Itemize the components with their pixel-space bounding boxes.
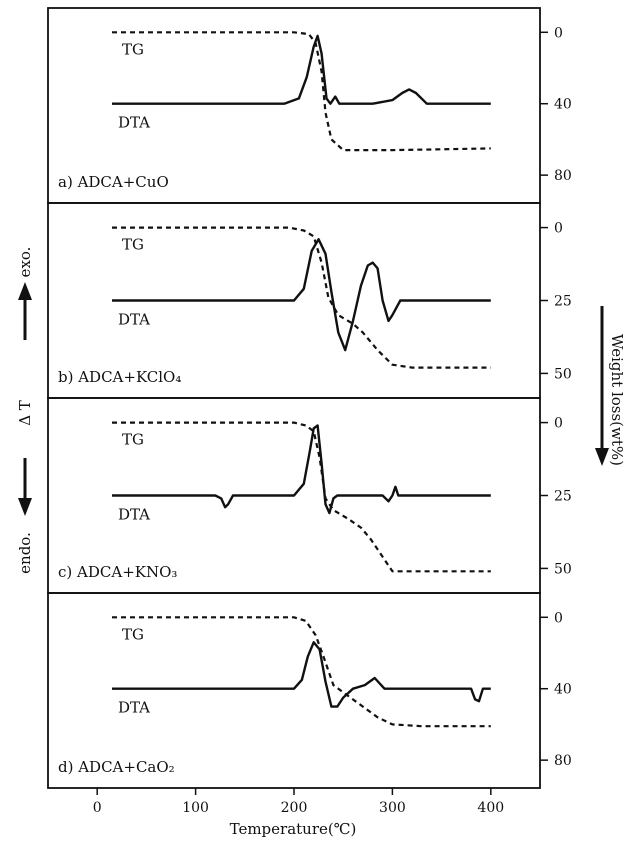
dta-curve [112, 424, 491, 515]
panel-title: a) ADCA+CuO [58, 173, 169, 191]
y-tick-label: 80 [554, 753, 572, 769]
panel-4: 0 40 80 TG DTA d) ADCA+CaO₂ [47, 592, 572, 789]
weight-loss-label: Weight loss(wt%) [608, 334, 626, 466]
tg-curve [112, 421, 491, 573]
y-tick-label: 50 [554, 561, 572, 577]
panel-title: b) ADCA+KClO₄ [58, 368, 181, 386]
endo-arrow-icon [18, 458, 32, 516]
exo-arrow-icon [18, 282, 32, 340]
dta-label: DTA [118, 699, 150, 717]
tg-curve [112, 31, 491, 152]
dta-curve [112, 641, 491, 708]
panels-group: 0 40 80 TG DTA a) ADCA+CuO 0 25 50 TG DTA b) ADCA+K… [47, 7, 572, 789]
tg-curve [112, 226, 491, 369]
x-axis: 0 100 200 300 400 [93, 788, 504, 816]
endo-label: endo. [16, 532, 34, 574]
panel-1: 0 40 80 TG DTA a) ADCA+CuO [47, 7, 572, 204]
tg-label: TG [122, 40, 144, 58]
x-tick-label: 100 [182, 800, 209, 816]
y-tick-label: 25 [554, 294, 572, 310]
panel-title: d) ADCA+CaO₂ [58, 758, 175, 776]
tg-label: TG [122, 625, 144, 643]
tg-label: TG [122, 431, 144, 449]
panel-3: 0 25 50 TG DTA c) ADCA+KNO₃ [47, 397, 572, 594]
tg-label: TG [122, 236, 144, 254]
delta-t-label: Δ T [16, 400, 34, 426]
tg-curve [112, 616, 491, 728]
y-tick-label: 0 [554, 416, 563, 432]
x-tick-label: 200 [281, 800, 308, 816]
y-tick-label: 40 [554, 97, 572, 113]
x-tick-label: 300 [379, 800, 406, 816]
dta-label: DTA [118, 506, 150, 524]
dta-label: DTA [118, 114, 150, 132]
y-tick-label: 0 [554, 221, 563, 237]
dta-label: DTA [118, 311, 150, 329]
x-tick-label: 400 [477, 800, 504, 816]
y-tick-label: 40 [554, 682, 572, 698]
y-tick-label: 80 [554, 168, 572, 184]
y-tick-label: 25 [554, 489, 572, 505]
weight-loss-arrow-icon [595, 306, 609, 466]
x-axis-label: Temperature(℃) [230, 820, 357, 838]
dta-curve [112, 34, 491, 105]
y-tick-label: 50 [554, 366, 572, 382]
panel-2: 0 25 50 TG DTA b) ADCA+KClO₄ [47, 202, 572, 399]
dta-curve [112, 238, 491, 352]
x-tick-label: 0 [93, 800, 102, 816]
y-tick-label: 0 [554, 610, 563, 626]
y-tick-label: 0 [554, 25, 563, 41]
panel-title: c) ADCA+KNO₃ [58, 563, 177, 581]
exo-label: exo. [16, 247, 34, 278]
